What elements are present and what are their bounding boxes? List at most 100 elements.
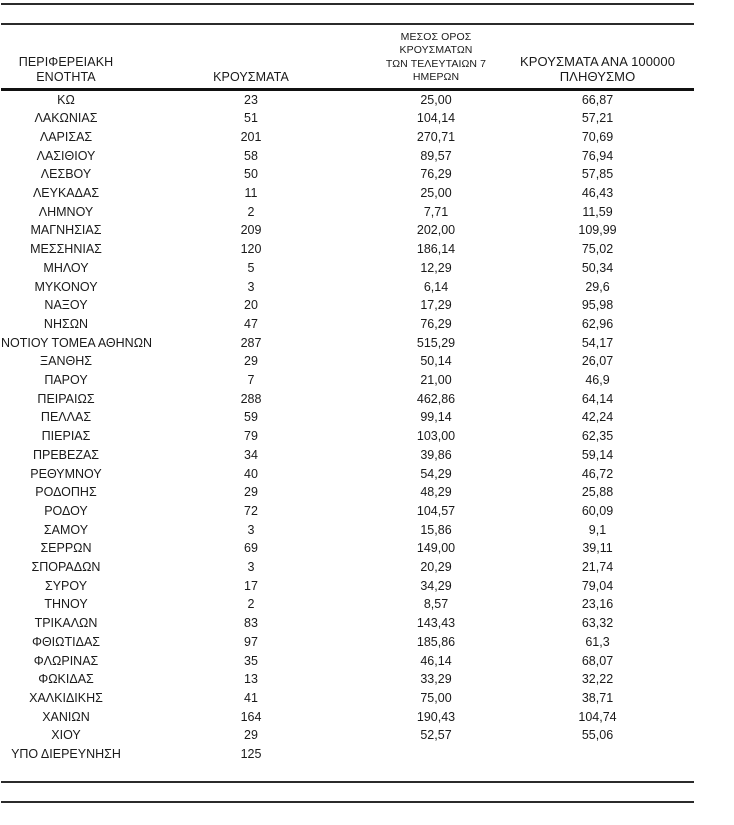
per-100k-cell: 46,72 [581, 466, 614, 481]
table-header: ΠΕΡΙΦΕΡΕΙΑΚΗ ΕΝΟΤΗΤΑ ΚΡΟΥΣΜΑΤΑ ΜΕΣΟΣ ΟΡΟ… [1, 25, 694, 91]
region-cell: ΣΑΜΟΥ [43, 522, 89, 537]
per-100k-cell: 39,11 [582, 541, 613, 556]
cases-cell: 40 [244, 466, 258, 481]
table-row: ΣΥΡΟΥ 17 34,29 79,04 [1, 577, 694, 596]
cases-cell: 288 [240, 391, 262, 406]
header-avg-7day: ΜΕΣΟΣ ΟΡΟΣ ΚΡΟΥΣΜΑΤΩΝ ΤΩΝ ΤΕΛΕΥΤΑΙΩΝ 7 Η… [371, 25, 501, 91]
per-100k-cell: 46,43 [581, 186, 614, 201]
per-100k-cell: 42,24 [581, 410, 614, 425]
table-row: ΣΠΟΡΑΔΩΝ 3 20,29 21,74 [1, 558, 694, 577]
avg-7day-cell: 48,29 [420, 485, 452, 500]
table-row: ΛΑΡΙΣΑΣ 201 270,71 70,69 [1, 128, 694, 147]
region-cell: ΧΑΛΚΙΔΙΚΗΣ [29, 691, 103, 705]
region-cell: ΜΥΚΟΝΟΥ [34, 279, 98, 294]
region-cell: ΛΗΜΝΟΥ [38, 204, 94, 219]
per-100k-cell: 64,14 [581, 391, 614, 406]
top-rule-2 [1, 23, 694, 25]
region-cell: ΣΥΡΟΥ [44, 578, 88, 593]
per-100k-cell: 109,99 [578, 223, 617, 238]
cases-cell: 51 [244, 111, 258, 126]
per-100k-cell: 66,87 [581, 92, 614, 107]
avg-7day-cell: 25,00 [420, 186, 452, 201]
region-cell: ΜΑΓΝΗΣΙΑΣ [30, 223, 102, 238]
cases-cell: 201 [240, 129, 262, 144]
avg-7day-cell: 104,14 [416, 111, 456, 126]
table-row: ΛΕΥΚΑΔΑΣ 11 25,00 46,43 [1, 184, 694, 203]
region-cell: ΡΟΔΟΥ [44, 503, 88, 518]
cases-cell: 29 [244, 485, 258, 500]
per-100k-cell: 25,88 [581, 485, 614, 500]
table-row: ΞΑΝΘΗΣ 29 50,14 26,07 [1, 352, 694, 371]
cases-cell: 7 [247, 373, 255, 388]
avg-7day-cell: 186,14 [416, 242, 456, 257]
avg-7day-cell: 46,14 [420, 653, 452, 668]
table-row: ΝΑΞΟΥ 20 17,29 95,98 [1, 296, 694, 315]
region-cell: ΧΙΟΥ [51, 728, 81, 743]
table-row: ΧΑΛΚΙΔΙΚΗΣ 41 75,00 38,71 [1, 689, 694, 708]
region-cell: ΝΑΞΟΥ [44, 298, 88, 313]
per-100k-cell: 9,1 [588, 522, 607, 537]
table-row: ΡΟΔΟΥ 72 104,57 60,09 [1, 502, 694, 521]
avg-7day-cell: 462,86 [416, 391, 456, 406]
cases-cell: 72 [244, 503, 258, 518]
table-row: ΧΑΝΙΩΝ 164 190,43 104,74 [1, 708, 694, 727]
avg-7day-cell: 76,29 [420, 316, 452, 331]
cases-cell: 17 [244, 578, 258, 593]
region-cell: ΞΑΝΘΗΣ [40, 354, 92, 369]
avg-7day-cell: 17,29 [420, 298, 452, 313]
region-cell: ΛΕΥΚΑΔΑΣ [32, 186, 100, 201]
table-row: ΠΑΡΟΥ 7 21,00 46,9 [1, 371, 694, 390]
header-row: ΠΕΡΙΦΕΡΕΙΑΚΗ ΕΝΟΤΗΤΑ ΚΡΟΥΣΜΑΤΑ ΜΕΣΟΣ ΟΡΟ… [1, 25, 694, 91]
per-100k-cell: 23,16 [581, 597, 614, 612]
avg-7day-cell: 33,29 [420, 672, 452, 687]
cases-cell: 2 [247, 204, 255, 219]
region-cell: ΛΕΣΒΟΥ [40, 167, 92, 182]
per-100k-cell [501, 745, 694, 764]
cases-cell: 209 [240, 223, 262, 238]
avg-7day-cell: 15,86 [420, 522, 452, 537]
cases-cell: 120 [240, 242, 262, 257]
avg-7day-cell: 39,86 [420, 447, 452, 462]
table-row: ΛΑΚΩΝΙΑΣ 51 104,14 57,21 [1, 109, 694, 128]
cases-cell: 69 [244, 541, 258, 556]
region-cell: ΧΑΝΙΩΝ [42, 709, 90, 724]
cases-cell: 47 [244, 316, 258, 331]
avg-7day-cell: 99,14 [420, 410, 452, 425]
avg-7day-cell: 7,71 [423, 204, 449, 219]
header-per-100k: ΚΡΟΥΣΜΑΤΑ ΑΝΑ 100000 ΠΛΗΘΥΣΜΟ [501, 25, 694, 91]
avg-7day-cell: 76,29 [420, 167, 452, 182]
avg-7day-cell: 270,71 [416, 129, 456, 144]
table-row: ΥΠΟ ΔΙΕΡΕΥΝΗΣΗ 125 [1, 745, 694, 764]
cases-cell: 41 [244, 691, 258, 705]
avg-7day-cell: 202,00 [416, 223, 456, 238]
bottom-rule-1 [1, 781, 694, 783]
cases-cell: 5 [247, 260, 255, 275]
per-100k-cell: 104,74 [578, 709, 617, 724]
per-100k-cell: 70,69 [581, 129, 614, 144]
region-cell: ΝΗΣΩΝ [43, 316, 89, 331]
table-row: ΦΘΙΩΤΙΔΑΣ 97 185,86 61,3 [1, 633, 694, 652]
avg-7day-cell: 89,57 [420, 148, 452, 163]
table-row: ΡΟΔΟΠΗΣ 29 48,29 25,88 [1, 483, 694, 502]
table-row: ΦΛΩΡΙΝΑΣ 35 46,14 68,07 [1, 652, 694, 671]
avg-7day-cell: 8,57 [423, 597, 449, 612]
table-row: ΜΑΓΝΗΣΙΑΣ 209 202,00 109,99 [1, 221, 694, 240]
per-100k-cell: 11,59 [582, 204, 613, 219]
table-row: ΚΩ 23 25,00 66,87 [1, 89, 694, 109]
avg-7day-cell: 52,57 [420, 728, 452, 743]
avg-7day-cell: 20,29 [420, 560, 452, 575]
table-row: ΣΑΜΟΥ 3 15,86 9,1 [1, 521, 694, 540]
cases-cell: 58 [244, 148, 258, 163]
avg-7day-cell: 149,00 [416, 541, 456, 556]
cases-cell: 2 [247, 597, 255, 612]
cases-cell: 59 [244, 410, 258, 425]
avg-7day-cell: 25,00 [420, 92, 452, 107]
avg-7day-cell: 185,86 [416, 634, 456, 649]
table-row: ΤΗΝΟΥ 2 8,57 23,16 [1, 595, 694, 614]
table-row: ΛΗΜΝΟΥ 2 7,71 11,59 [1, 203, 694, 222]
avg-7day-cell: 143,43 [416, 616, 456, 631]
region-cell: ΜΗΛΟΥ [43, 260, 89, 275]
cases-cell: 3 [247, 279, 255, 294]
per-100k-cell: 57,21 [581, 111, 614, 126]
cases-cell: 34 [244, 447, 258, 462]
